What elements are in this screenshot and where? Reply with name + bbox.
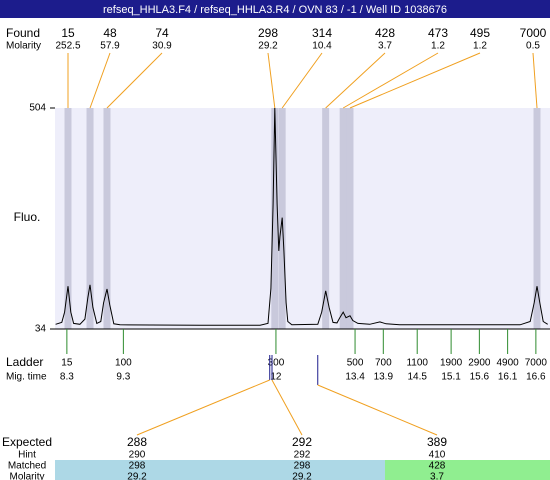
found-size: 495 xyxy=(470,26,490,40)
expected-row-label: Molarity xyxy=(9,472,44,480)
trace-line xyxy=(55,107,548,326)
ladder-size: 1100 xyxy=(406,358,428,369)
expected-connector xyxy=(271,379,303,436)
found-molarity: 1.2 xyxy=(431,41,445,52)
expected-connector xyxy=(317,384,438,436)
title: refseq_HHLA3.F4 / refseq_HHLA3.R4 / OVN … xyxy=(103,4,447,16)
title-bar xyxy=(0,0,550,18)
ladder-size: 500 xyxy=(347,358,364,369)
peak-band xyxy=(339,108,347,329)
found-molarity: 252.5 xyxy=(55,41,80,52)
matched-cell xyxy=(55,460,220,480)
expected-matched: 298 xyxy=(129,461,146,472)
peak-connector xyxy=(89,52,111,109)
found-size: 48 xyxy=(103,26,117,40)
ladder-time: 15.6 xyxy=(470,372,490,383)
ladder-time: 8.3 xyxy=(60,372,74,383)
peak-band xyxy=(322,108,330,329)
expected-row-label: Matched xyxy=(8,461,46,472)
found-label: Found xyxy=(6,26,40,40)
found-molarity-label: Molarity xyxy=(6,41,41,52)
ladder-size: 2900 xyxy=(468,358,491,369)
expected-matched: 298 xyxy=(294,461,311,472)
found-size: 314 xyxy=(312,26,332,40)
found-size: 74 xyxy=(155,26,169,40)
found-molarity: 1.2 xyxy=(473,41,487,52)
peak-band xyxy=(271,108,279,329)
ladder-time: 13.4 xyxy=(345,372,365,383)
expected-sizes: 292 xyxy=(292,435,312,449)
expected-hint: 290 xyxy=(129,450,146,461)
ladder-size: 7000 xyxy=(525,358,548,369)
peak-connector xyxy=(532,52,538,109)
plot-background xyxy=(55,108,550,329)
ladder-size: 300 xyxy=(268,358,285,369)
ladder-size: 100 xyxy=(115,358,132,369)
found-molarity: 3.7 xyxy=(378,41,392,52)
expected-hint: 292 xyxy=(294,450,311,461)
y-axis-label: Fluo. xyxy=(14,210,41,224)
peak-connector xyxy=(349,52,481,109)
peak-band xyxy=(533,108,541,329)
found-size: 7000 xyxy=(520,26,547,40)
expected-sizes: 288 xyxy=(127,435,147,449)
peak-band xyxy=(64,108,72,329)
expected-molarity: 3.7 xyxy=(430,472,444,480)
peak-connector xyxy=(281,52,323,109)
expected-sizes: 389 xyxy=(427,435,447,449)
matched-cell xyxy=(385,460,550,480)
y-tick-label: 34 xyxy=(35,324,47,335)
ladder-size: 15 xyxy=(61,358,73,369)
ladder-size: 1900 xyxy=(440,358,463,369)
found-molarity: 10.4 xyxy=(312,41,332,52)
expected-matched: 428 xyxy=(429,461,446,472)
peak-band xyxy=(86,108,94,329)
ladder-size: 4900 xyxy=(496,358,519,369)
peak-connector xyxy=(325,52,386,109)
found-size: 428 xyxy=(375,26,395,40)
expected-molarity: 29.2 xyxy=(127,472,147,480)
ladder-time: 12 xyxy=(270,372,282,383)
expected-molarity: 29.2 xyxy=(292,472,312,480)
found-size: 298 xyxy=(258,26,278,40)
peak-connector xyxy=(267,52,276,109)
found-size: 473 xyxy=(428,26,448,40)
found-molarity: 0.5 xyxy=(526,41,540,52)
matched-cell xyxy=(220,460,385,480)
peak-connector xyxy=(342,52,439,109)
ladder-time: 15.1 xyxy=(441,372,461,383)
peak-band xyxy=(346,108,354,329)
y-tick-label: 504 xyxy=(29,103,46,114)
ladder-label: Ladder xyxy=(6,355,43,369)
expected-row-label: Expected xyxy=(2,435,52,449)
mig-time-label: Mig. time xyxy=(6,372,47,383)
peak-connector xyxy=(106,52,163,109)
ladder-time: 13.9 xyxy=(374,372,394,383)
expected-connector xyxy=(136,379,270,436)
ladder-time: 9.3 xyxy=(116,372,130,383)
found-molarity: 57.9 xyxy=(100,41,120,52)
ladder-size: 700 xyxy=(375,358,392,369)
found-molarity: 30.9 xyxy=(152,41,172,52)
expected-hint: 410 xyxy=(429,450,446,461)
peak-band xyxy=(103,108,111,329)
found-size: 15 xyxy=(61,26,75,40)
found-molarity: 29.2 xyxy=(258,41,278,52)
expected-row-label: Hint xyxy=(18,450,36,461)
ladder-time: 16.1 xyxy=(498,372,518,383)
ladder-time: 16.6 xyxy=(526,372,546,383)
ladder-time: 14.5 xyxy=(407,372,427,383)
